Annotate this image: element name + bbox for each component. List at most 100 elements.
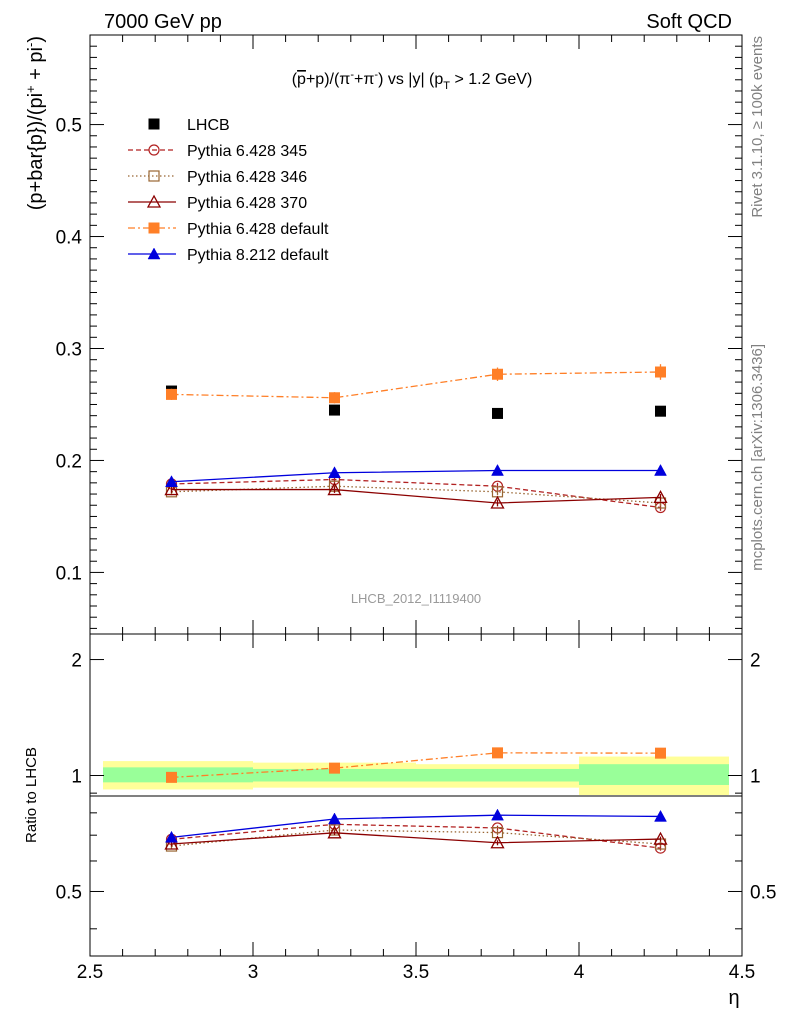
- x-axis-label: η: [728, 987, 739, 1009]
- legend-marker: [148, 222, 160, 234]
- analysis-id-watermark: LHCB_2012_I1119400: [351, 591, 481, 606]
- series-4-point: [655, 366, 666, 378]
- title-part-sup1: -: [350, 69, 354, 81]
- title-part-pbar: p: [297, 71, 306, 88]
- main-y-tick-label: 0.5: [56, 116, 82, 137]
- title-part-mid3: ) vs |y| (p: [378, 71, 443, 88]
- legend: LHCB Pythia 6.428 345 Pythia 6.428 346 Pyth…: [128, 117, 329, 264]
- series-2: [165, 480, 667, 509]
- series-2-point: [327, 825, 342, 839]
- series-2-point: [164, 836, 179, 850]
- ratio-y-axis: 0.5 0.5 1 1 2 2: [56, 651, 776, 930]
- header-energy-label: 7000 GeV pp: [104, 11, 222, 33]
- ratio-stat-band: [253, 768, 416, 782]
- x-tick-label: 4: [574, 962, 585, 983]
- series-5-point: [328, 466, 341, 479]
- series-4-point: [165, 830, 178, 843]
- series-4-line: [171, 814, 661, 838]
- series-0-point: [655, 405, 666, 417]
- x-tick-label: 4.5: [729, 962, 755, 983]
- series-3-point: [164, 482, 179, 496]
- series-0-point: [329, 404, 340, 416]
- legend-marker: [147, 247, 161, 260]
- series-3-point: [492, 747, 503, 759]
- series-2-point: [490, 835, 505, 849]
- series-4-point: [166, 388, 177, 400]
- main-plot-title: (p+p)/(π-+π-) vs |y| (pT > 1.2 GeV): [292, 69, 533, 92]
- legend-label: LHCB: [187, 117, 230, 134]
- series-0: [166, 385, 666, 419]
- ratio-y-tick-label: 1: [71, 767, 82, 788]
- series-5: [165, 464, 667, 487]
- title-part-sub: T: [443, 80, 450, 92]
- ylabel-part-sup2: -: [23, 43, 38, 47]
- legend-entry-4: Pythia 6.428 default: [128, 221, 329, 238]
- ylabel-part-lead: (p+bar{p})/(pi: [25, 93, 47, 210]
- series-2-line: [171, 485, 661, 504]
- main-y-tick-label: 0.1: [56, 563, 82, 584]
- ratio-y-tick-label-right: 2: [750, 651, 761, 672]
- title-part-mid: +p)/(π: [306, 71, 350, 88]
- ylabel-part-mid: + pi: [25, 47, 47, 85]
- series-2-line: [171, 832, 661, 845]
- ratio-y-tick-label: 2: [71, 651, 82, 672]
- series-4-point: [328, 812, 341, 825]
- ratio-y-axis-label: Ratio to LHCB: [23, 747, 40, 843]
- title-part-mid2: +π: [354, 71, 374, 88]
- main-series-layer: [164, 364, 668, 514]
- ratio-plot-panel: 0.5 0.5 1 1 2 2 2.5 3 3.5 4 4.5 Ratio to LHCB η: [23, 633, 776, 1009]
- rivet-version-label: Rivet 3.1.10, ≥ 100k events: [749, 36, 766, 218]
- series-4: [166, 364, 666, 404]
- series-2: [164, 825, 668, 850]
- legend-marker: [148, 144, 160, 156]
- legend-marker: [146, 194, 162, 208]
- main-y-tick-label: 0.4: [56, 228, 83, 249]
- ratio-series-layer: [164, 747, 668, 854]
- series-3: [166, 747, 666, 783]
- legend-label: Pythia 6.428 345: [187, 143, 307, 160]
- main-y-axis-label: (p+bar{p})/(pi+ + pi-): [23, 36, 47, 210]
- series-3-point: [655, 747, 666, 759]
- main-y-tick-label: 0.2: [56, 451, 82, 472]
- legend-label: Pythia 6.428 370: [187, 195, 307, 212]
- main-y-axis: 0.1 0.2 0.3 0.4 0.5: [56, 45, 742, 629]
- series-3: [164, 482, 668, 509]
- legend-entry-5: Pythia 8.212 default: [128, 247, 329, 264]
- ylabel-part-sup1: +: [23, 85, 38, 93]
- series-1-line: [171, 829, 661, 847]
- series-3-line: [171, 488, 661, 504]
- main-x-axis-ticks: [89, 35, 743, 634]
- series-3-line: [171, 752, 661, 779]
- ratio-stat-band: [416, 768, 579, 782]
- series-0: [165, 818, 667, 854]
- legend-label: Pythia 8.212 default: [187, 247, 329, 264]
- series-5-point: [491, 464, 504, 476]
- ratio-y-tick-label-right: 0.5: [750, 882, 776, 903]
- legend-marker: [148, 170, 160, 182]
- legend-label: Pythia 6.428 default: [187, 221, 329, 238]
- series-5-line: [171, 469, 661, 483]
- title-part-lead: (: [292, 71, 298, 88]
- series-4: [165, 808, 667, 843]
- main-plot-panel: 0.10.20.30.40.5 (p+p)/(π-+π-) vs |y| (pT…: [23, 34, 743, 635]
- series-4-line: [171, 371, 661, 399]
- ylabel-part-tail: ): [25, 36, 47, 43]
- series-3-point: [490, 495, 505, 509]
- title-part-tail: > 1.2 GeV): [450, 71, 532, 88]
- header-category-label: Soft QCD: [646, 11, 732, 33]
- series-1-line: [171, 478, 661, 509]
- series-1: [165, 473, 667, 514]
- legend-label: Pythia 6.428 346: [187, 169, 307, 186]
- series-3-point: [166, 771, 177, 783]
- series-4-point: [654, 809, 667, 822]
- series-3-point: [653, 490, 668, 504]
- ratio-stat-band: [103, 767, 253, 783]
- legend-entry-2: Pythia 6.428 346: [128, 169, 307, 186]
- series-3-point: [329, 762, 340, 774]
- ratio-y-tick-label: 0.5: [56, 882, 82, 903]
- legend-entry-0: LHCB: [148, 117, 230, 134]
- series-5-point: [654, 464, 667, 476]
- series-4-point: [329, 392, 340, 404]
- x-tick-label: 2.5: [77, 962, 103, 983]
